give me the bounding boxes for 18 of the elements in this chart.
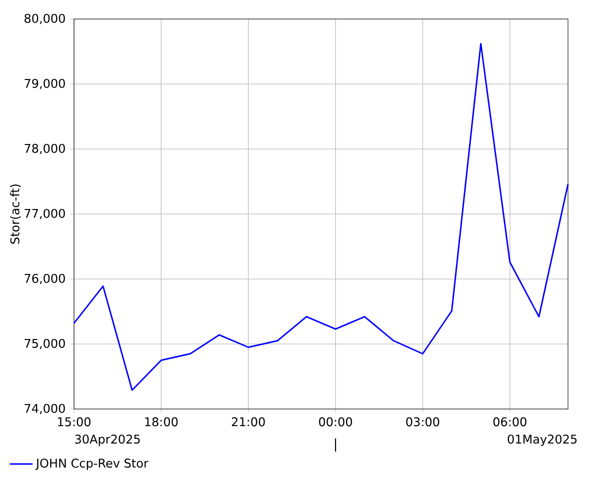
y-tick-label: 79,000 <box>24 78 65 90</box>
x-tick-label: 03:00 <box>406 417 440 426</box>
y-tick-label: 77,000 <box>24 208 65 220</box>
y-tick-label: 78,000 <box>24 144 65 154</box>
x-tick-label: 21:00 <box>232 417 265 426</box>
text: 01May2025 <box>508 434 577 446</box>
x-tick-label: 18:00 <box>145 417 178 426</box>
legend-label: JOHN Ccp-Rev Stor <box>35 458 148 470</box>
x-tick-label: 15:00 <box>58 417 90 426</box>
y-axis-title: Stor(ac-ft) <box>10 184 21 244</box>
y-tick-label: 80,000 <box>24 14 65 24</box>
y-tick-label: 75,000 <box>24 338 65 350</box>
y-tick-label: 76,000 <box>24 274 65 284</box>
line-series <box>73 42 569 391</box>
x-tick-label: 06:00 <box>493 417 526 426</box>
text: 30Apr2025 <box>75 434 140 446</box>
x-tick-label: 00:00 <box>319 417 352 426</box>
y-tick-label: 74,000 <box>24 404 65 414</box>
